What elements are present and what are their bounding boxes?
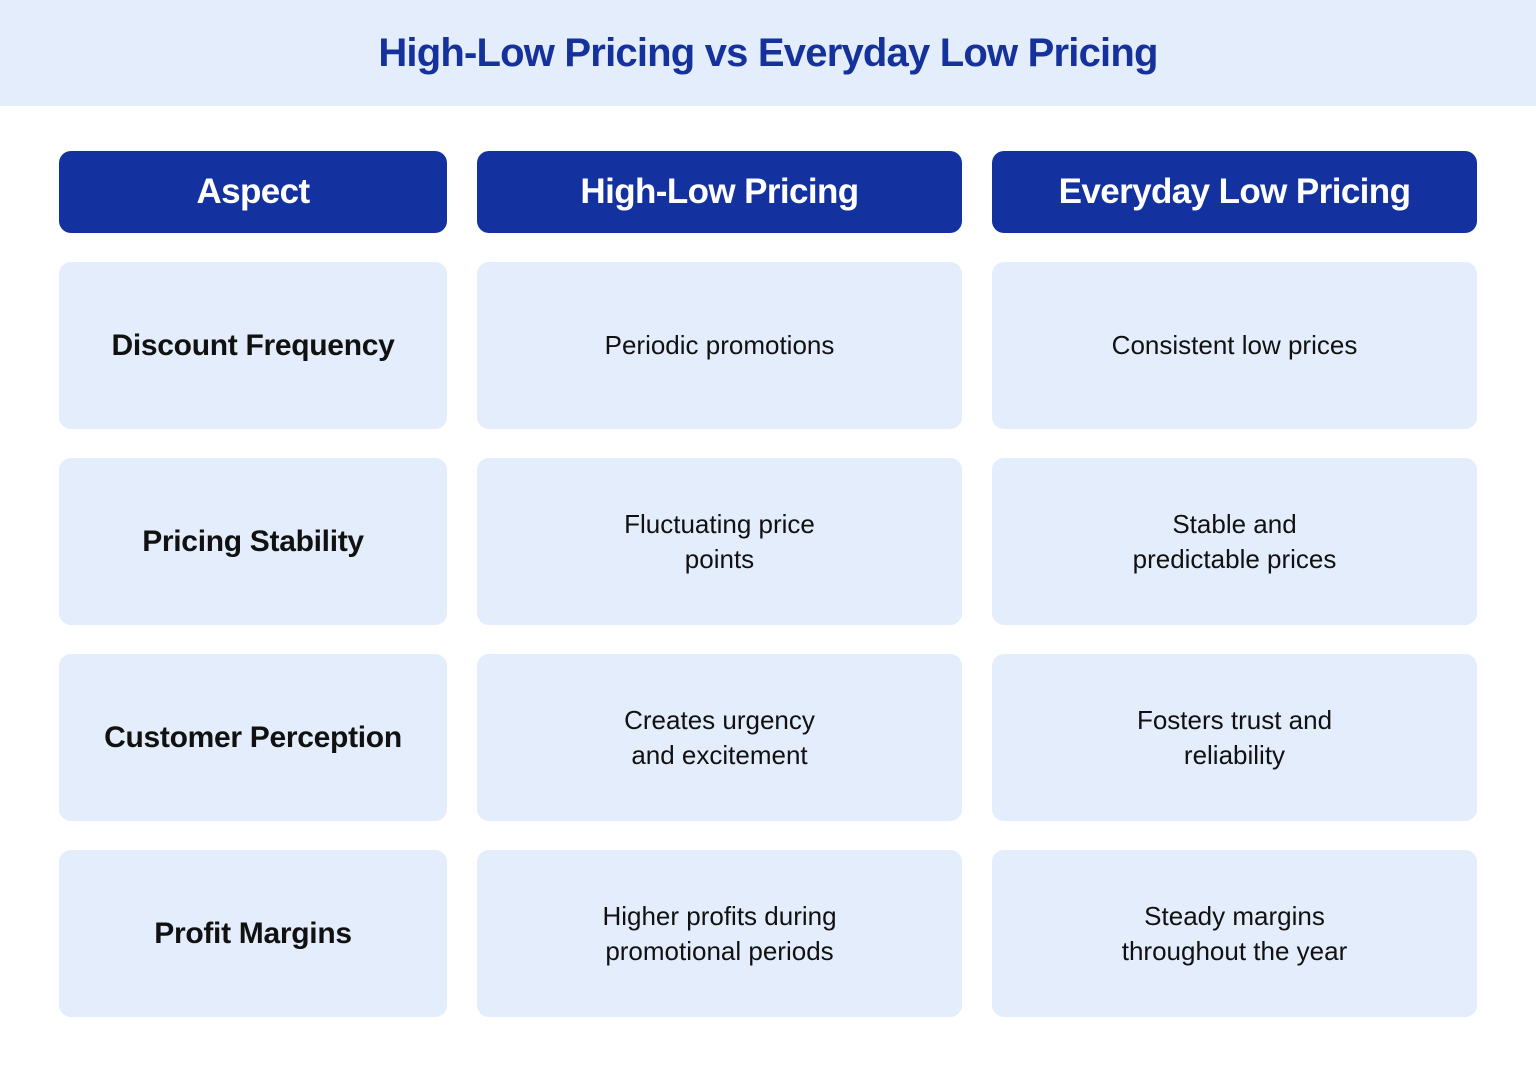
header-high-low-pricing: High-Low Pricing <box>477 151 962 233</box>
row-pricing-stability-everyday-low: Stable and predictable prices <box>992 458 1477 625</box>
header-high-low-label: High-Low Pricing <box>580 172 859 211</box>
header-everyday-low-label: Everyday Low Pricing <box>1058 172 1411 211</box>
row-customer-perception-aspect: Customer Perception <box>59 654 447 821</box>
row-profit-margins-everyday-low: Steady margins throughout the year <box>992 850 1477 1017</box>
aspect-label: Pricing Stability <box>142 525 364 558</box>
row-discount-frequency-aspect: Discount Frequency <box>59 262 447 429</box>
row-discount-frequency-everyday-low: Consistent low prices <box>992 262 1477 429</box>
everyday-low-value: Steady margins throughout the year <box>1121 900 1348 966</box>
row-customer-perception-everyday-low: Fosters trust and reliability <box>992 654 1477 821</box>
header-aspect: Aspect <box>59 151 447 233</box>
row-pricing-stability-aspect: Pricing Stability <box>59 458 447 625</box>
high-low-value: Fluctuating price points <box>624 508 815 574</box>
header-everyday-low-pricing: Everyday Low Pricing <box>992 151 1477 233</box>
high-low-value: Higher profits during promotional period… <box>602 900 837 966</box>
page-title: High-Low Pricing vs Everyday Low Pricing <box>378 30 1158 75</box>
aspect-label: Discount Frequency <box>111 329 395 362</box>
high-low-value: Creates urgency and excitement <box>624 704 815 770</box>
header-aspect-label: Aspect <box>196 172 310 211</box>
row-profit-margins-high-low: Higher profits during promotional period… <box>477 850 962 1017</box>
everyday-low-value: Fosters trust and reliability <box>1136 704 1333 770</box>
row-profit-margins-aspect: Profit Margins <box>59 850 447 1017</box>
high-low-value: Periodic promotions <box>604 330 835 360</box>
everyday-low-value: Consistent low prices <box>1111 330 1358 360</box>
row-discount-frequency-high-low: Periodic promotions <box>477 262 962 429</box>
row-pricing-stability-high-low: Fluctuating price points <box>477 458 962 625</box>
everyday-low-value: Stable and predictable prices <box>1132 508 1337 574</box>
title-banner: High-Low Pricing vs Everyday Low Pricing <box>0 0 1536 106</box>
aspect-label: Customer Perception <box>104 721 402 754</box>
row-customer-perception-high-low: Creates urgency and excitement <box>477 654 962 821</box>
aspect-label: Profit Margins <box>154 917 352 950</box>
